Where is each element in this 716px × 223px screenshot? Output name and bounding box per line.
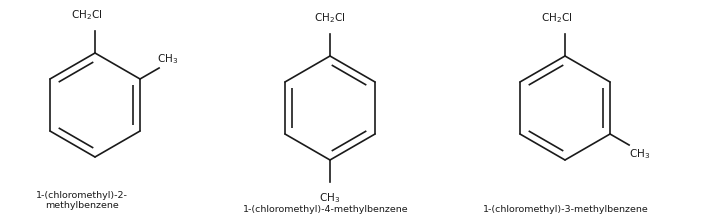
Text: CH$_3$: CH$_3$ [629, 147, 651, 161]
Text: 1-(chloromethyl)-3-methylbenzene: 1-(chloromethyl)-3-methylbenzene [483, 205, 649, 214]
Text: 1-(chloromethyl)-2-
methylbenzene: 1-(chloromethyl)-2- methylbenzene [37, 191, 128, 210]
Text: CH$_3$: CH$_3$ [158, 52, 178, 66]
Text: CH$_3$: CH$_3$ [319, 191, 341, 205]
Text: CH$_2$Cl: CH$_2$Cl [541, 11, 573, 25]
Text: 1-(chloromethyl)-4-methylbenzene: 1-(chloromethyl)-4-methylbenzene [243, 205, 409, 214]
Text: CH$_2$Cl: CH$_2$Cl [72, 8, 102, 22]
Text: CH$_2$Cl: CH$_2$Cl [314, 11, 346, 25]
